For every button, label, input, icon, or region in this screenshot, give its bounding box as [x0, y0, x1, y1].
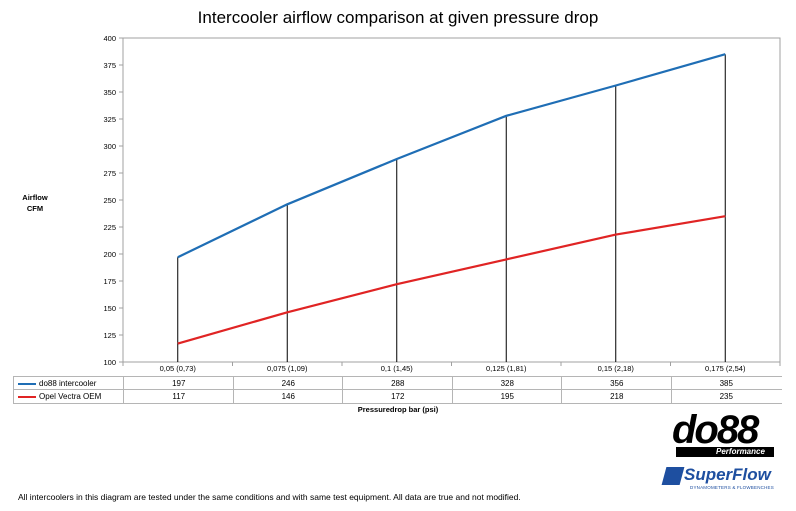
x-tick-label: 0,075 (1,09): [267, 364, 308, 373]
do88-logo-text: do88: [672, 408, 759, 452]
y-tick-label: 200: [103, 250, 116, 259]
plot-area: [122, 37, 781, 363]
data-table: do88 intercooler 197 246 288 328 356 385 Opel…: [13, 362, 782, 404]
table-cell: 235: [670, 390, 782, 403]
y-tick-label: 325: [103, 115, 116, 124]
y-tick-label: 350: [103, 88, 116, 97]
y-tick-label: 300: [103, 142, 116, 151]
chart-title: Intercooler airflow comparison at given …: [197, 8, 599, 27]
line-chart: 100 125 150 175 200 225 250 275 300 325 350 375 400: [103, 34, 781, 367]
x-axis-label: Pressuredrop bar (psi): [357, 405, 439, 414]
legend-label: do88 intercooler: [39, 379, 97, 388]
legend-entry: Opel Vectra OEM: [13, 390, 124, 403]
superflow-mark-icon: [661, 467, 685, 485]
table-row: Opel Vectra OEM 117 146 172 195 218 235: [13, 389, 782, 404]
table-cell: 356: [561, 377, 672, 390]
table-cell: 197: [123, 377, 234, 390]
table-cell: 385: [670, 377, 782, 390]
table-cell: 117: [123, 390, 234, 403]
superflow-logo-subtitle: DYNAMOMETERS & FLOWBENCHES: [690, 485, 774, 490]
y-axis-label-line-2: CFM: [26, 204, 44, 213]
table-cell: 218: [561, 390, 672, 403]
legend-swatch: [18, 382, 36, 385]
y-tick-label: 250: [103, 196, 116, 205]
table-cell: 172: [342, 390, 453, 403]
y-tick-label: 125: [103, 331, 116, 340]
series-line-1: [177, 215, 726, 345]
y-tick-label: 275: [103, 169, 116, 178]
superflow-logo-text: SuperFlow: [684, 465, 771, 484]
do88-logo-subtitle: Performance: [676, 447, 774, 457]
footnote: All intercoolers in this diagram are tes…: [18, 492, 521, 502]
legend-label: Opel Vectra OEM: [39, 392, 102, 401]
table-cell: 328: [451, 377, 563, 390]
legend-swatch: [18, 395, 36, 398]
x-tick-label: 0,125 (1,81): [486, 364, 527, 373]
superflow-logo: SuperFlow DYNAMOMETERS & FLOWBENCHES: [661, 464, 784, 494]
y-tick-label: 150: [103, 304, 116, 313]
do88-logo: do88 Performance: [672, 408, 784, 458]
y-tick-label: 225: [103, 223, 116, 232]
y-tick-label: 175: [103, 277, 116, 286]
x-tick-label: 0,175 (2,54): [705, 364, 746, 373]
x-tick-label: 0,1 (1,45): [380, 364, 413, 373]
table-cell: 195: [451, 390, 563, 403]
series-line-0: [177, 53, 726, 259]
y-axis-label: Airflow CFM: [18, 192, 52, 214]
table-cell: 288: [342, 377, 453, 390]
table-cell: 246: [232, 377, 344, 390]
y-tick-label: 375: [103, 61, 116, 70]
y-tick-label: 400: [103, 34, 116, 43]
y-tick-label: 100: [103, 358, 116, 367]
table-cell: 146: [232, 390, 344, 403]
table-row: do88 intercooler 197 246 288 328 356 385: [13, 376, 782, 390]
x-tick-label: 0,15 (2,18): [597, 364, 634, 373]
y-axis-label-line-1: Airflow: [22, 193, 48, 202]
x-tick-label: 0,05 (0,73): [159, 364, 196, 373]
